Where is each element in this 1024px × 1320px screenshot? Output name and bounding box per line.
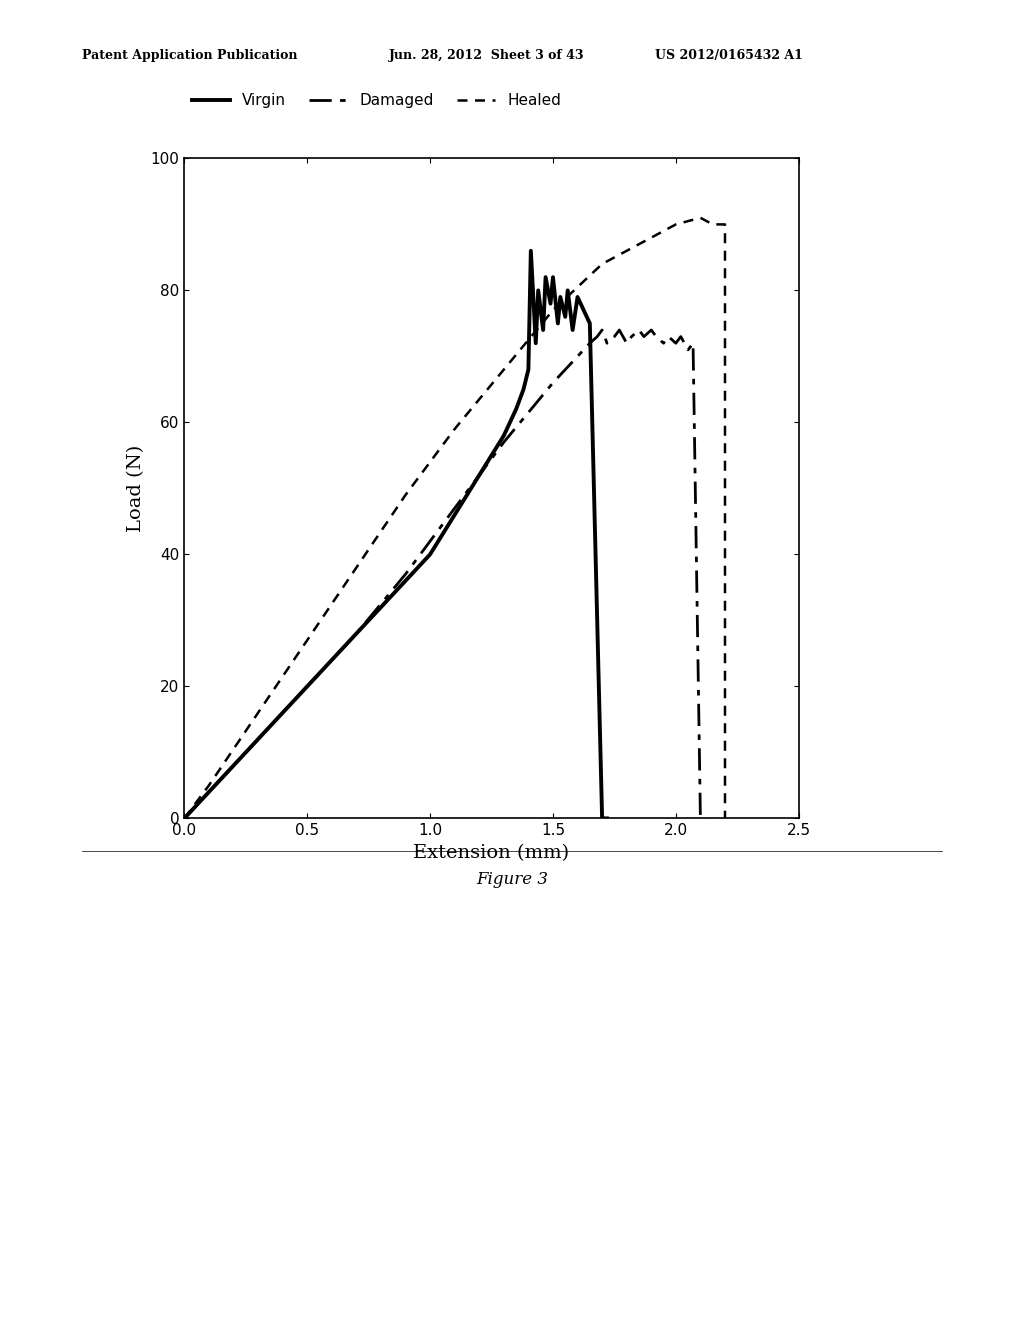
Virgin — [424, 546, 436, 562]
Virgin — [559, 309, 571, 325]
Text: Patent Application Publication: Patent Application Publication — [82, 49, 297, 62]
Damaged — [621, 335, 633, 351]
Healed — [498, 362, 510, 378]
Damaged — [608, 329, 621, 345]
Healed — [707, 216, 719, 232]
Line: Damaged: Damaged — [184, 330, 706, 818]
Damaged — [699, 810, 712, 826]
Virgin — [566, 322, 579, 338]
Line: Healed: Healed — [184, 218, 725, 818]
Legend: Virgin, Damaged, Healed: Virgin, Damaged, Healed — [185, 87, 567, 114]
Virgin — [498, 428, 510, 444]
Virgin — [545, 296, 557, 312]
Damaged — [682, 342, 694, 358]
Damaged — [675, 329, 687, 345]
Virgin — [524, 243, 537, 259]
Virgin — [552, 315, 564, 331]
Virgin — [561, 282, 573, 298]
Damaged — [178, 810, 190, 826]
Damaged — [252, 731, 264, 747]
Virgin — [522, 362, 535, 378]
Damaged — [350, 626, 362, 642]
Virgin — [350, 626, 362, 642]
Damaged — [694, 810, 707, 826]
Virgin — [540, 269, 552, 285]
Healed — [449, 421, 461, 437]
Virgin — [510, 401, 522, 417]
Virgin — [449, 507, 461, 523]
Virgin — [571, 289, 584, 305]
Virgin — [537, 322, 549, 338]
Virgin — [596, 810, 608, 826]
Damaged — [399, 566, 412, 582]
Damaged — [584, 335, 596, 351]
Damaged — [449, 500, 461, 516]
Virgin — [529, 335, 542, 351]
Healed — [301, 632, 313, 648]
Damaged — [601, 335, 613, 351]
Virgin — [584, 315, 596, 331]
Virgin — [547, 269, 559, 285]
Virgin — [399, 573, 412, 589]
Damaged — [687, 335, 699, 351]
Text: Jun. 28, 2012  Sheet 3 of 43: Jun. 28, 2012 Sheet 3 of 43 — [389, 49, 585, 62]
Damaged — [591, 329, 603, 345]
Damaged — [663, 329, 675, 345]
Damaged — [657, 335, 670, 351]
Damaged — [633, 322, 645, 338]
Healed — [694, 210, 707, 226]
Healed — [178, 810, 190, 826]
X-axis label: Extension (mm): Extension (mm) — [414, 843, 569, 862]
Healed — [719, 810, 731, 826]
Damaged — [645, 322, 657, 338]
Damaged — [203, 784, 215, 800]
Healed — [399, 487, 412, 503]
Damaged — [638, 329, 650, 345]
Damaged — [626, 329, 638, 345]
Damaged — [571, 348, 584, 364]
Text: Figure 3: Figure 3 — [476, 871, 548, 888]
Damaged — [613, 322, 626, 338]
Healed — [719, 216, 731, 232]
Virgin — [554, 289, 566, 305]
Line: Virgin: Virgin — [184, 251, 607, 818]
Healed — [670, 216, 682, 232]
Healed — [252, 705, 264, 721]
Virgin — [473, 467, 485, 483]
Healed — [547, 302, 559, 318]
Healed — [645, 230, 657, 246]
Healed — [203, 777, 215, 793]
Damaged — [596, 322, 608, 338]
Virgin — [532, 282, 545, 298]
Healed — [596, 256, 608, 272]
Healed — [350, 560, 362, 576]
Damaged — [670, 335, 682, 351]
Healed — [719, 513, 731, 529]
Damaged — [301, 678, 313, 694]
Y-axis label: Load (N): Load (N) — [127, 445, 145, 532]
Virgin — [178, 810, 190, 826]
Damaged — [547, 375, 559, 391]
Text: US 2012/0165432 A1: US 2012/0165432 A1 — [655, 49, 803, 62]
Virgin — [601, 810, 613, 826]
Virgin — [517, 381, 529, 397]
Damaged — [498, 434, 510, 450]
Damaged — [650, 329, 663, 345]
